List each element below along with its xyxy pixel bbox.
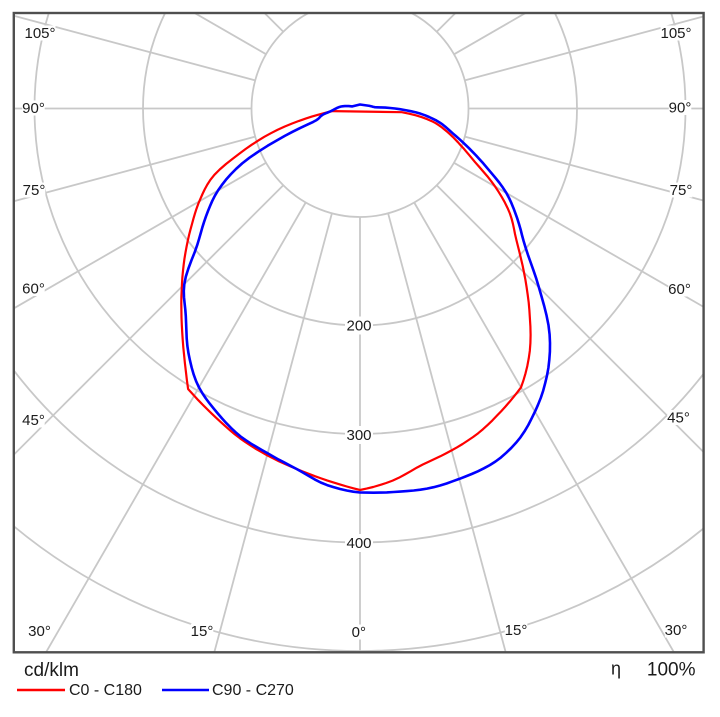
svg-text:15°: 15° <box>505 622 528 639</box>
svg-text:75°: 75° <box>670 182 693 199</box>
svg-text:100%: 100% <box>647 660 696 681</box>
svg-text:C90 - C270: C90 - C270 <box>212 682 294 699</box>
svg-text:15°: 15° <box>191 623 214 640</box>
svg-text:30°: 30° <box>28 623 51 640</box>
svg-text:C0 - C180: C0 - C180 <box>69 682 142 699</box>
svg-text:45°: 45° <box>667 410 690 427</box>
svg-text:60°: 60° <box>668 281 691 298</box>
svg-text:75°: 75° <box>23 182 46 199</box>
svg-text:105°: 105° <box>24 25 55 42</box>
svg-text:cd/klm: cd/klm <box>24 660 79 681</box>
svg-text:200: 200 <box>346 318 371 335</box>
svg-text:45°: 45° <box>22 412 45 429</box>
svg-text:0°: 0° <box>352 624 366 641</box>
svg-text:400: 400 <box>346 535 371 552</box>
svg-text:105°: 105° <box>660 25 691 42</box>
svg-text:90°: 90° <box>669 100 692 117</box>
svg-text:60°: 60° <box>22 281 45 298</box>
svg-text:30°: 30° <box>665 622 688 639</box>
svg-text:η: η <box>611 659 621 679</box>
svg-text:300: 300 <box>346 427 371 444</box>
svg-text:90°: 90° <box>22 100 45 117</box>
